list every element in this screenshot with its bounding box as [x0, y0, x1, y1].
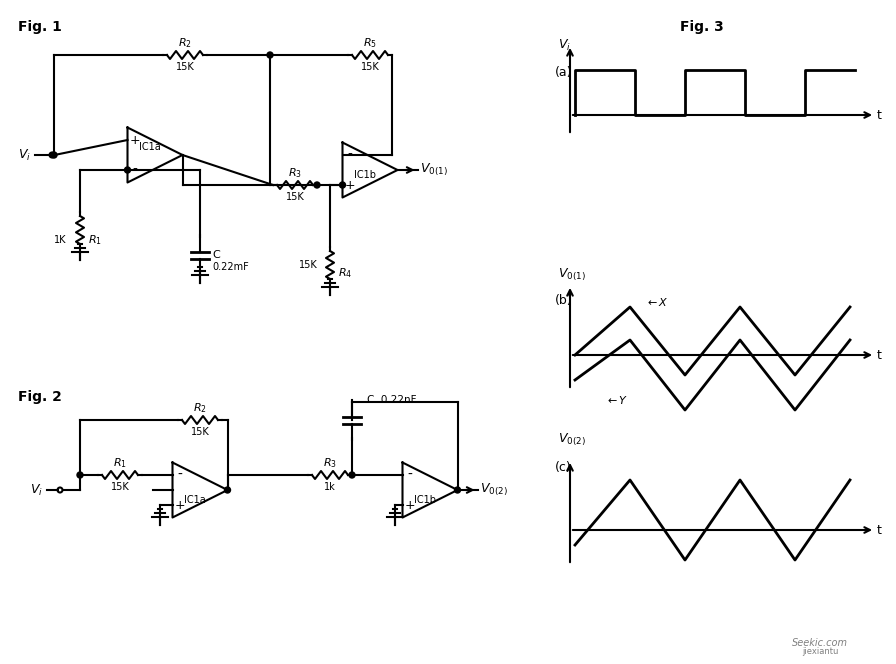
Text: 15K: 15K — [191, 427, 210, 437]
Text: 0.22mF: 0.22mF — [212, 262, 249, 272]
Text: $V_i$: $V_i$ — [30, 483, 43, 497]
Text: Fig. 3: Fig. 3 — [680, 20, 724, 34]
Text: +: + — [129, 133, 140, 147]
Text: $R_2$: $R_2$ — [178, 36, 192, 50]
Text: +: + — [344, 179, 355, 191]
Text: $V_{0(1)}$: $V_{0(1)}$ — [558, 267, 586, 284]
Text: (b): (b) — [555, 293, 573, 307]
Text: t: t — [877, 349, 882, 361]
Text: $V_{0(2)}$: $V_{0(2)}$ — [558, 432, 586, 448]
Text: (c): (c) — [555, 461, 572, 473]
Circle shape — [125, 167, 131, 173]
Text: $R_4$: $R_4$ — [338, 266, 352, 280]
Text: C  0.22nF: C 0.22nF — [367, 395, 417, 405]
Circle shape — [454, 487, 461, 493]
Circle shape — [267, 52, 273, 58]
Circle shape — [77, 472, 83, 478]
Text: 1k: 1k — [324, 482, 336, 492]
Text: Seekic.com: Seekic.com — [792, 638, 848, 648]
Text: +: + — [404, 499, 415, 511]
Text: $V_{0(1)}$: $V_{0(1)}$ — [419, 162, 447, 178]
Text: IC1a: IC1a — [139, 142, 161, 152]
Circle shape — [340, 182, 346, 188]
Text: -: - — [347, 148, 352, 162]
Text: $\leftarrow Y$: $\leftarrow Y$ — [605, 394, 628, 406]
Text: 15K: 15K — [176, 62, 194, 72]
Text: $R_2$: $R_2$ — [193, 401, 207, 415]
Text: $V_{0(2)}$: $V_{0(2)}$ — [479, 482, 507, 498]
Text: t: t — [877, 523, 882, 537]
Text: -: - — [407, 468, 412, 482]
Text: $V_i$: $V_i$ — [18, 147, 31, 163]
Text: IC1b: IC1b — [414, 495, 436, 505]
Text: jiexiantu: jiexiantu — [802, 647, 838, 656]
Circle shape — [314, 182, 320, 188]
Text: 15K: 15K — [110, 482, 129, 492]
Circle shape — [349, 472, 355, 478]
Text: 15K: 15K — [360, 62, 379, 72]
Text: $R_1$: $R_1$ — [113, 456, 127, 470]
Text: IC1a: IC1a — [184, 495, 206, 505]
Text: Fig. 1: Fig. 1 — [18, 20, 62, 34]
Text: $R_5$: $R_5$ — [363, 36, 377, 50]
Text: $R_1$: $R_1$ — [88, 233, 102, 247]
Circle shape — [51, 152, 57, 158]
Text: -: - — [132, 163, 137, 177]
Text: $V_i$: $V_i$ — [558, 37, 571, 52]
Text: IC1b: IC1b — [354, 170, 376, 180]
Text: Fig. 2: Fig. 2 — [18, 390, 62, 404]
Circle shape — [225, 487, 230, 493]
Text: (a): (a) — [555, 66, 573, 78]
Text: 15K: 15K — [286, 192, 305, 202]
Text: $R_3$: $R_3$ — [323, 456, 337, 470]
Text: $\leftarrow X$: $\leftarrow X$ — [645, 296, 668, 308]
Text: 15K: 15K — [298, 260, 317, 270]
Text: 1K: 1K — [54, 235, 66, 245]
Text: -: - — [177, 468, 182, 482]
Text: +: + — [174, 499, 185, 511]
Text: C: C — [212, 250, 220, 260]
Text: t: t — [877, 108, 882, 122]
Text: $R_3$: $R_3$ — [288, 166, 302, 180]
